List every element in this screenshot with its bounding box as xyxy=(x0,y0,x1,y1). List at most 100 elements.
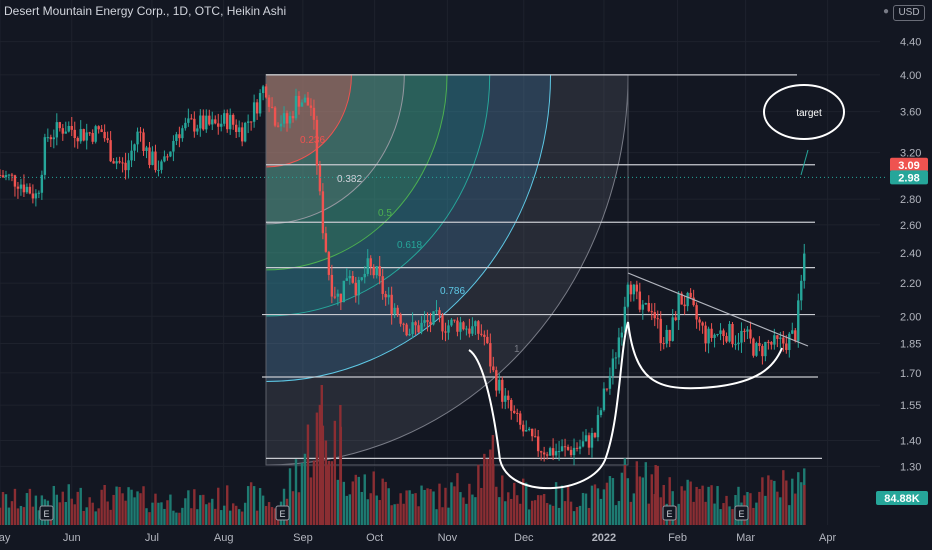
candle-body xyxy=(106,138,109,141)
volume-bar xyxy=(303,453,307,525)
candle-body xyxy=(387,294,390,298)
volume-bar xyxy=(169,494,172,525)
volume-bar xyxy=(327,460,331,525)
volume-bar xyxy=(351,481,354,525)
candle-body xyxy=(513,410,516,413)
candle-body xyxy=(746,329,749,332)
candle-body xyxy=(258,93,262,114)
candle-body xyxy=(680,293,683,305)
volume-bar xyxy=(199,495,202,525)
candle-body xyxy=(444,331,447,333)
candle-body xyxy=(205,115,208,130)
volume-bar xyxy=(294,459,298,525)
candle-body xyxy=(85,132,88,141)
candle-body xyxy=(468,328,471,334)
candle-body xyxy=(229,114,232,130)
volume-bar xyxy=(133,497,136,525)
volume-bar xyxy=(139,493,142,525)
volume-bar xyxy=(25,493,29,525)
earnings-marker xyxy=(734,505,749,521)
candle-body xyxy=(764,341,767,357)
candle-body xyxy=(309,105,313,108)
volume-bar xyxy=(13,488,17,525)
volume-bar xyxy=(106,501,109,525)
candle-body xyxy=(533,436,537,438)
volume-bar xyxy=(459,492,462,525)
earnings-marker-label: E xyxy=(43,509,49,519)
candle-body xyxy=(450,319,453,326)
volume-bar xyxy=(226,485,229,525)
candle-body xyxy=(279,123,283,127)
candle-body xyxy=(662,343,665,345)
candle-body xyxy=(300,102,304,107)
candle-body xyxy=(103,132,106,139)
volume-bar xyxy=(202,494,205,525)
candle-body xyxy=(336,293,340,297)
candle-body xyxy=(196,128,199,132)
candle-body xyxy=(208,115,211,125)
candle-body xyxy=(527,428,531,431)
candle-body xyxy=(166,156,169,158)
volume-bar xyxy=(498,497,501,525)
candle-body xyxy=(716,333,719,335)
candle-body xyxy=(139,131,142,133)
volume-bar xyxy=(121,493,124,525)
volume-bar xyxy=(441,507,444,525)
candle-body xyxy=(725,336,728,342)
volume-bar xyxy=(166,500,169,525)
volume-bar xyxy=(491,435,495,525)
volume-bar xyxy=(151,502,154,525)
fan-label: 1 xyxy=(514,344,520,355)
candle-body xyxy=(525,430,528,432)
volume-bar xyxy=(426,488,429,525)
candle-body xyxy=(52,137,56,140)
candle-body xyxy=(713,334,716,338)
candle-body xyxy=(249,121,253,123)
candle-body xyxy=(519,413,522,425)
volume-bar xyxy=(770,479,773,525)
volume-bar xyxy=(402,503,405,525)
target-annotation: target xyxy=(796,108,822,119)
candle-body xyxy=(58,122,61,129)
candle-body xyxy=(64,131,67,134)
currency-button[interactable]: USD xyxy=(893,5,925,21)
volume-bar xyxy=(264,505,268,525)
volume-bar xyxy=(339,405,342,525)
candle-body xyxy=(701,322,704,326)
time-tick-label: May xyxy=(0,532,11,544)
volume-bar xyxy=(539,495,543,525)
candle-body xyxy=(91,132,94,142)
price-label: 2.98 xyxy=(898,172,919,184)
volume-bar xyxy=(297,492,301,525)
volume-bar xyxy=(181,507,184,525)
candle-body xyxy=(109,140,112,162)
volume-bar xyxy=(462,497,465,525)
fan-arc xyxy=(265,74,352,168)
candle-body xyxy=(118,161,121,163)
fib-speed-fan: 0.236 0.382 0.5 0.618 0.786 1 xyxy=(265,74,629,466)
volume-bar xyxy=(785,480,788,525)
volume-bar xyxy=(749,493,752,525)
volume-bar xyxy=(58,502,61,525)
lock-icon[interactable]: ● xyxy=(883,6,890,17)
volume-bar xyxy=(596,488,600,525)
candle-body xyxy=(695,305,698,320)
candle-body xyxy=(34,193,38,199)
candle-body xyxy=(794,330,797,342)
candle-body xyxy=(429,321,432,325)
candle-body xyxy=(749,329,752,339)
volume-bar xyxy=(414,493,417,525)
volume-bar xyxy=(465,503,468,525)
volume-bar xyxy=(252,486,256,525)
candle-body xyxy=(767,341,770,343)
volume-bar xyxy=(267,502,271,525)
candle-body xyxy=(49,137,53,140)
volume-bar xyxy=(480,487,483,525)
candle-body xyxy=(797,300,800,342)
candle-body xyxy=(590,432,594,448)
volume-bar xyxy=(130,489,133,525)
candle-body xyxy=(686,292,689,307)
candle-body xyxy=(614,357,618,359)
volume-bar xyxy=(214,508,217,525)
